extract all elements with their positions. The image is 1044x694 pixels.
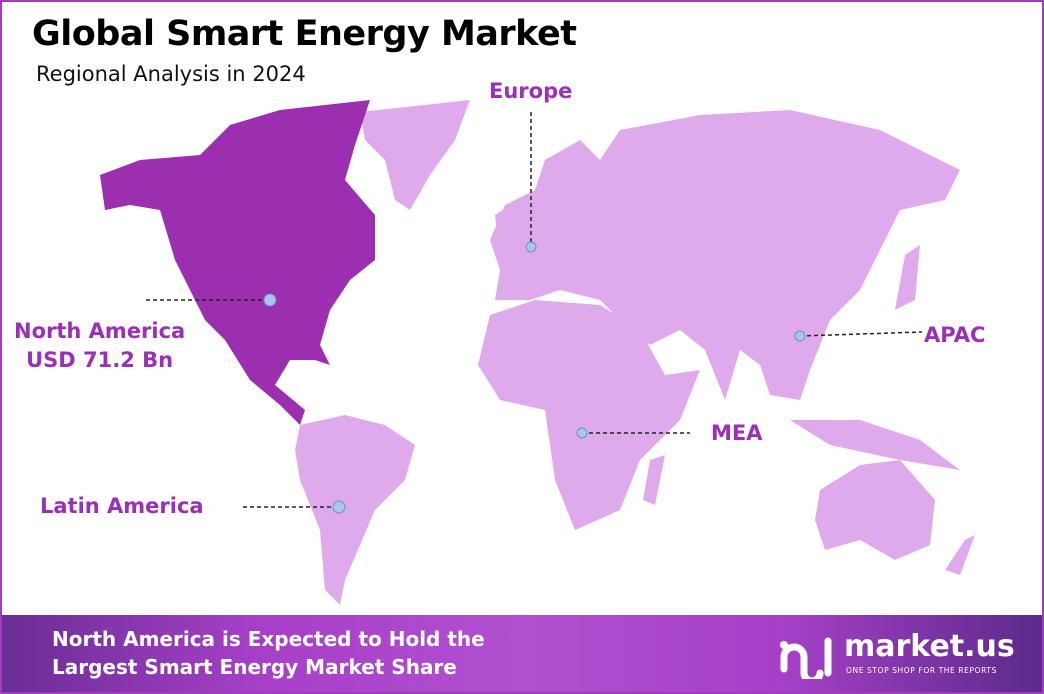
australia xyxy=(815,460,935,560)
japan xyxy=(895,245,920,310)
logo-name: market.us xyxy=(844,629,1015,664)
africa xyxy=(478,300,700,530)
banner-text: North America is Expected to Hold the La… xyxy=(52,625,485,681)
latin-america-marker xyxy=(332,500,346,514)
se-asia-islands xyxy=(790,420,960,470)
page-title: Global Smart Energy Market xyxy=(32,14,577,54)
north-america-marker xyxy=(263,293,277,307)
south-america xyxy=(295,415,415,605)
logo-icon xyxy=(780,637,832,685)
new-zealand xyxy=(945,535,975,575)
region-value: USD 71.2 Bn xyxy=(26,348,174,372)
mea-marker xyxy=(576,427,588,439)
eurasia xyxy=(490,110,960,400)
europe-marker xyxy=(525,241,537,253)
region-name: North America xyxy=(14,319,186,343)
apac-label: APAC xyxy=(924,323,986,347)
apac-marker xyxy=(794,330,806,342)
apac-leader xyxy=(799,331,923,337)
uk xyxy=(495,205,515,240)
page-subtitle: Regional Analysis in 2024 xyxy=(36,62,306,86)
logo-tagline: ONE STOP SHOP FOR THE REPORTS xyxy=(846,666,997,675)
north-america-label: North America USD 71.2 Bn xyxy=(14,317,185,375)
madagascar xyxy=(643,455,665,505)
banner-line-1: North America is Expected to Hold the xyxy=(52,627,485,651)
footer-banner: North America is Expected to Hold the La… xyxy=(2,615,1042,692)
greenland xyxy=(360,100,470,210)
market-us-logo: market.us ONE STOP SHOP FOR THE REPORTS xyxy=(776,629,1036,685)
banner-line-2: Largest Smart Energy Market Share xyxy=(52,655,457,679)
europe-label: Europe xyxy=(489,79,573,103)
north-america xyxy=(100,100,375,425)
mea-label: MEA xyxy=(711,421,763,445)
latin-america-label: Latin America xyxy=(40,494,204,518)
